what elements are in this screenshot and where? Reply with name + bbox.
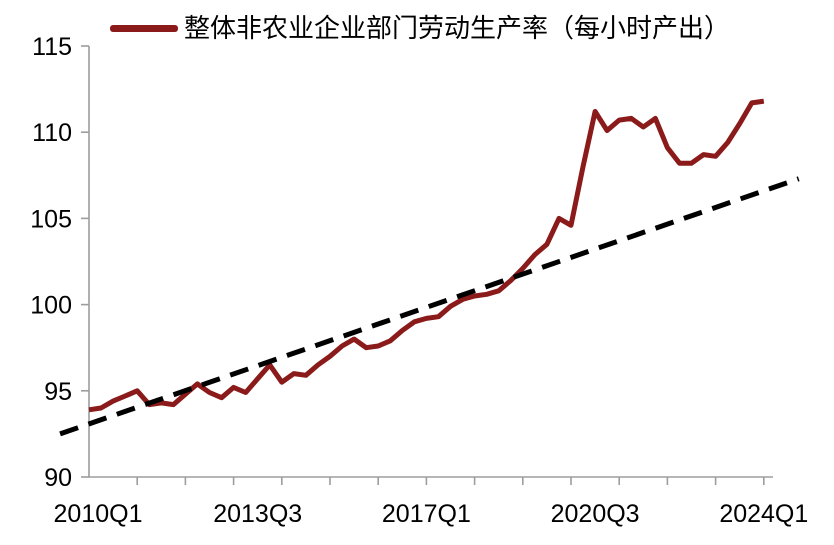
y-tick-label: 90 [44, 464, 72, 492]
x-tick-label: 2013Q3 [213, 500, 302, 528]
y-tick-label: 100 [30, 292, 72, 320]
x-tick-label: 2024Q1 [719, 500, 808, 528]
productivity-line [88, 98, 765, 413]
y-tick-label: 110 [32, 119, 72, 147]
x-tick-label: 2017Q1 [382, 500, 471, 528]
legend-label: 整体非农业企业部门劳动生产率（每小时产出） [184, 13, 731, 43]
y-tick-label: 95 [44, 378, 72, 406]
y-tick-label: 105 [30, 205, 72, 233]
legend-line-swatch [110, 24, 178, 32]
chart-legend: 整体非农业企业部门劳动生产率（每小时产出） [110, 11, 730, 45]
y-tick-label: 115 [32, 33, 72, 61]
x-tick-label: 2010Q1 [54, 500, 143, 528]
trend-line [59, 176, 800, 437]
x-tick-label: 2020Q3 [551, 500, 640, 528]
